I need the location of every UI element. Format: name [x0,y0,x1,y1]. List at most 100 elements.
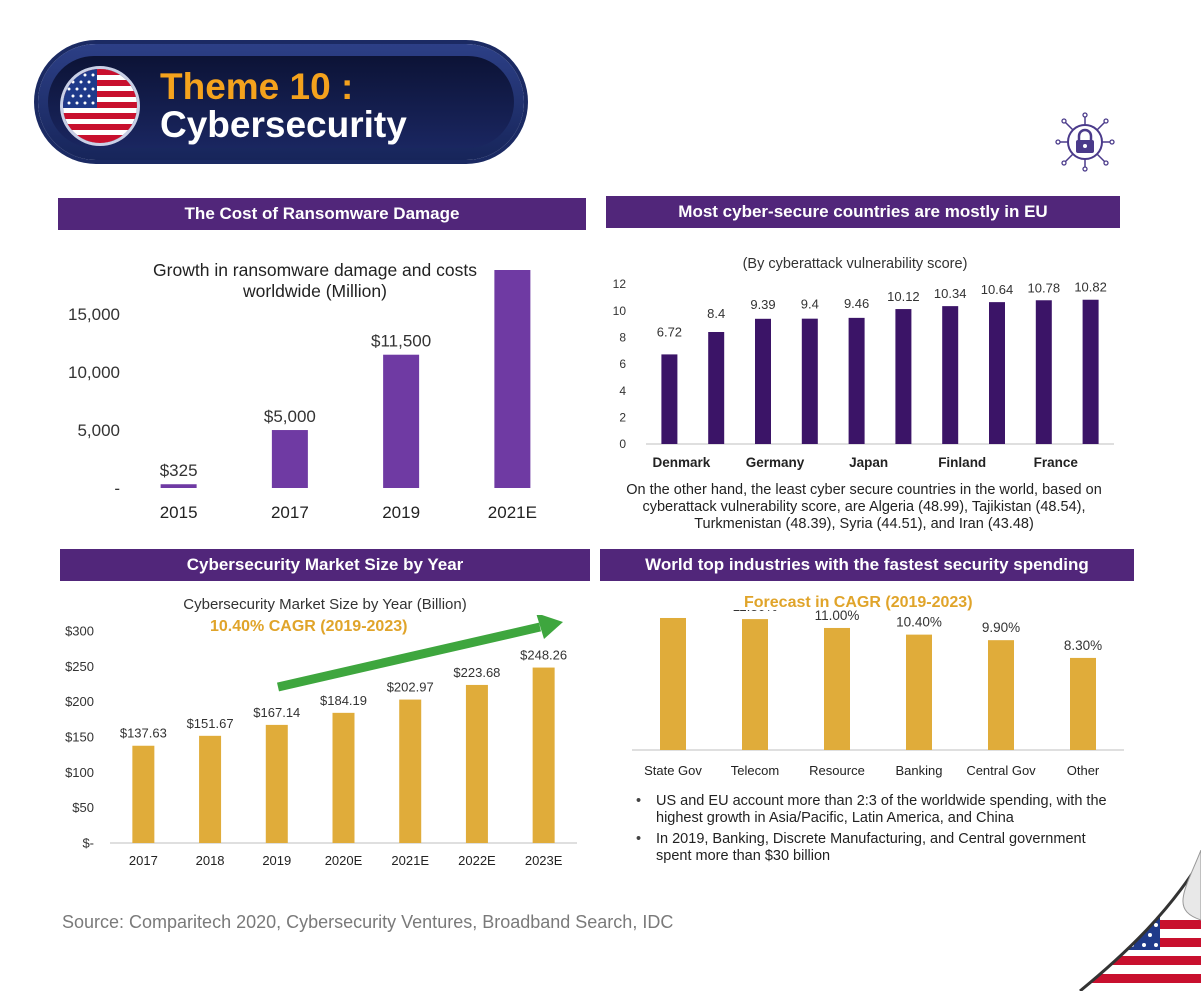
x-tick-label: 2019 [262,853,291,868]
note-item: In 2019, Banking, Discrete Manufacturing… [636,831,1124,865]
bar [160,484,197,488]
data-label: 10.78 [1028,280,1061,295]
x-tick-label: 2017 [271,503,309,522]
section-band-market-size: Cybersecurity Market Size by Year [60,549,590,581]
x-tick-label: Germany [746,455,805,470]
data-label: 11.80% [733,610,778,614]
chart2-title: (By cyberattack vulnerability score) [742,256,968,272]
chart3-cagr: 10.40% CAGR (2019-2023) [210,618,408,635]
data-label: 9.46 [844,296,869,311]
x-tick-label: Denmark [653,455,711,470]
y-tick-label: $300 [65,624,94,639]
x-tick-label: 2021E [391,853,429,868]
bar [532,667,555,843]
y-tick-label: 15,000 [68,305,120,324]
bar [906,634,932,750]
data-label: $11,500 [371,332,431,351]
bar [824,627,850,750]
x-tick-label: 2023E [525,853,563,868]
chart2-note: On the other hand, the least cyber secur… [626,482,1102,532]
bar [332,712,355,843]
padlock-circuit-icon [1055,112,1115,172]
bar [801,318,818,444]
x-tick-label: 2020E [325,853,363,868]
x-tick-label: 2017 [129,853,158,868]
industry-cagr-bar-chart: 11.90% State Gov 11.80% Telecom 11.00% Resour… [632,610,1124,778]
data-label: 10.34 [934,286,967,301]
page-curl-us-flag-icon [1060,849,1201,993]
source-text: Source: Comparitech 2020, Cybersecurity … [62,912,674,932]
y-tick-label: 10,000 [68,363,120,382]
section-band-ransomware: The Cost of Ransomware Damage [58,198,586,230]
y-tick-label: 5,000 [77,421,120,440]
data-label: 10.82 [1074,280,1107,295]
data-label: 9.4 [801,297,819,312]
y-tick-label: - [114,479,120,498]
bar [1035,300,1052,444]
bar [708,332,725,444]
data-label: $137.63 [120,726,167,741]
data-label: $184.19 [320,693,367,708]
cagr-trend-arrowhead [536,615,563,639]
data-label: 11.90% [651,610,696,613]
bar [848,317,865,444]
x-tick-label: Other [1067,763,1100,778]
bar [383,354,420,488]
x-tick-label: 2022E [458,853,496,868]
chart1-title: Growth in ransomware damage and costs wo… [153,260,477,301]
x-tick-label: Telecom [731,763,779,778]
data-label: $151.67 [187,716,234,731]
data-label: 8.30% [1064,638,1102,653]
section-band-cyber-secure: Most cyber-secure countries are mostly i… [606,196,1120,228]
x-tick-label: State Gov [644,763,702,778]
x-tick-label: Banking [896,763,943,778]
data-label: 6.72 [657,324,682,339]
page-title: Cybersecurity [160,104,407,145]
bar [399,699,422,843]
section-band-industries: World top industries with the fastest se… [600,549,1134,581]
us-flag-icon [60,66,140,146]
y-tick-label: 8 [619,331,626,345]
y-tick-label: 6 [619,357,626,371]
cagr-trend-arrow-line [276,622,542,692]
bar [265,724,288,843]
data-label: 10.64 [981,282,1014,297]
data-label: $202.97 [387,680,434,695]
bar [271,430,308,488]
x-tick-label: Finland [938,455,986,470]
y-tick-label: 10 [613,304,627,318]
data-label: $223.68 [453,665,500,680]
bar [989,302,1005,444]
bar [755,318,771,444]
bar [742,619,768,750]
bar [661,354,678,444]
data-label: $248.26 [520,648,567,663]
y-tick-label: $250 [65,659,94,674]
x-tick-label: Central Gov [966,763,1036,778]
market-size-bar-chart: $- $50 $100 $150 $200 $250 $300 $137.63 2017 $151… [65,615,577,868]
data-label: 11.00% [815,610,860,623]
y-tick-label: $50 [72,800,94,815]
theme-number: Theme 10 : [160,66,354,107]
data-label: 10.40% [896,615,942,630]
x-tick-label: 2019 [382,503,420,522]
x-tick-label: France [1034,455,1079,470]
bar [132,745,155,843]
bar [988,640,1014,750]
y-tick-label: 4 [619,384,626,398]
y-tick-label: 2 [619,411,626,425]
x-tick-label: 2018 [196,853,225,868]
bar [895,309,912,444]
ransomware-bar-chart: -5,00010,00015,00020,000$3252015$5,00020… [68,270,537,522]
y-tick-label: $- [82,836,94,851]
y-tick-label: $200 [65,694,94,709]
data-label: 9.39 [750,297,775,312]
bar [1070,657,1096,750]
y-tick-label: $100 [65,765,94,780]
data-label: 9.90% [982,620,1020,635]
chart3-title: Cybersecurity Market Size by Year (Billi… [183,596,467,613]
bar [494,270,531,488]
bar [199,735,222,843]
bar [660,617,686,750]
chart4-title: Forecast in CAGR (2019-2023) [744,594,973,611]
